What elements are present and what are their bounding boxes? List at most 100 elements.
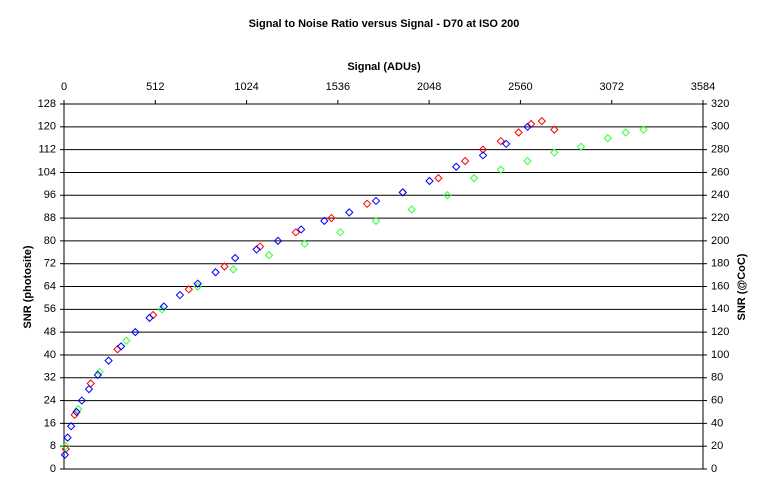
point	[159, 302, 169, 311]
y-axis-label: SNR (photosite)	[22, 245, 34, 328]
point	[77, 396, 87, 405]
x-tick-label: 1024	[234, 81, 258, 93]
point	[496, 136, 506, 146]
point	[70, 410, 79, 420]
y-tick-label: 104	[38, 166, 56, 178]
y2-tick-label: 140	[711, 303, 729, 315]
y2-tick-label: 180	[711, 258, 729, 270]
point	[273, 236, 283, 246]
x-tick-label: 1536	[326, 81, 350, 93]
point	[145, 313, 154, 323]
y2-tick-label: 200	[711, 235, 729, 247]
y2-tick-label: 80	[711, 372, 723, 384]
point	[264, 250, 274, 260]
y2-tick-label: 280	[711, 144, 729, 156]
point	[84, 384, 94, 394]
y-tick-label: 16	[44, 417, 56, 429]
point	[514, 128, 523, 137]
y-tick-label: 80	[44, 235, 56, 247]
point	[320, 216, 329, 226]
point	[434, 173, 443, 183]
point	[220, 262, 229, 271]
chart-title: Signal to Noise Ratio versus Signal - D7…	[249, 18, 520, 30]
y-tick-label: 48	[44, 326, 56, 338]
x-axis-label: Signal (ADUs)	[347, 61, 421, 73]
y-tick-label: 64	[44, 280, 56, 292]
point	[184, 285, 194, 294]
y2-tick-label: 240	[711, 189, 729, 201]
y-tick-label: 40	[44, 349, 56, 361]
point	[122, 336, 131, 345]
y-tick-label: 112	[38, 144, 56, 156]
y2-tick-label: 160	[711, 280, 729, 292]
y-tick-label: 8	[50, 440, 56, 452]
point	[496, 165, 506, 174]
point	[621, 128, 630, 137]
point	[452, 162, 461, 171]
point	[362, 199, 372, 209]
y2-tick-label: 100	[711, 349, 729, 361]
point	[443, 191, 452, 200]
y2-tick-label: 320	[711, 98, 729, 110]
point	[229, 265, 238, 274]
point	[550, 125, 559, 134]
point	[60, 450, 70, 459]
point	[425, 176, 434, 186]
point	[255, 242, 265, 251]
point	[66, 422, 76, 431]
point	[469, 173, 479, 183]
point	[371, 216, 381, 226]
point	[603, 134, 612, 143]
x-tick-label: 2048	[417, 81, 441, 93]
y2-axis-label: SNR (@CoC)	[736, 253, 748, 320]
point	[550, 148, 559, 157]
y-tick-label: 120	[38, 121, 56, 133]
point	[523, 156, 532, 166]
y2-tick-label: 260	[711, 166, 729, 178]
point	[576, 142, 586, 151]
point	[296, 225, 306, 234]
y2-tick-label: 300	[711, 121, 729, 133]
point	[291, 228, 300, 237]
x-tick-label: 3584	[691, 81, 715, 93]
point	[93, 370, 103, 380]
point	[63, 433, 72, 442]
y-tick-label: 56	[44, 303, 56, 315]
point	[193, 279, 202, 288]
point	[61, 441, 70, 451]
point	[478, 151, 488, 160]
y2-tick-label: 0	[711, 463, 717, 475]
point	[230, 253, 240, 263]
x-tick-label: 2560	[508, 81, 532, 93]
point	[371, 196, 381, 206]
point	[116, 342, 126, 351]
y2-tick-label: 120	[711, 326, 729, 338]
y2-tick-label: 220	[711, 212, 729, 224]
point	[460, 156, 470, 166]
y2-tick-label: 20	[711, 440, 723, 452]
point	[407, 205, 416, 214]
y-tick-label: 0	[50, 463, 56, 475]
point	[175, 290, 185, 300]
point	[252, 245, 261, 254]
point	[336, 228, 345, 237]
point	[95, 367, 104, 377]
point	[501, 139, 511, 149]
point	[537, 116, 547, 126]
y-tick-label: 32	[44, 372, 56, 384]
x-tick-label: 512	[146, 81, 164, 93]
point	[148, 310, 158, 320]
point	[72, 407, 81, 417]
point	[300, 239, 309, 248]
point	[74, 404, 83, 414]
y-tick-label: 72	[44, 258, 56, 270]
point	[131, 327, 140, 337]
y-tick-label: 128	[38, 98, 56, 110]
x-tick-label: 3072	[599, 81, 623, 93]
point	[157, 305, 167, 314]
y-tick-label: 88	[44, 212, 56, 224]
y-tick-label: 24	[44, 394, 56, 406]
x-tick-label: 0	[61, 81, 67, 93]
point	[526, 119, 536, 129]
